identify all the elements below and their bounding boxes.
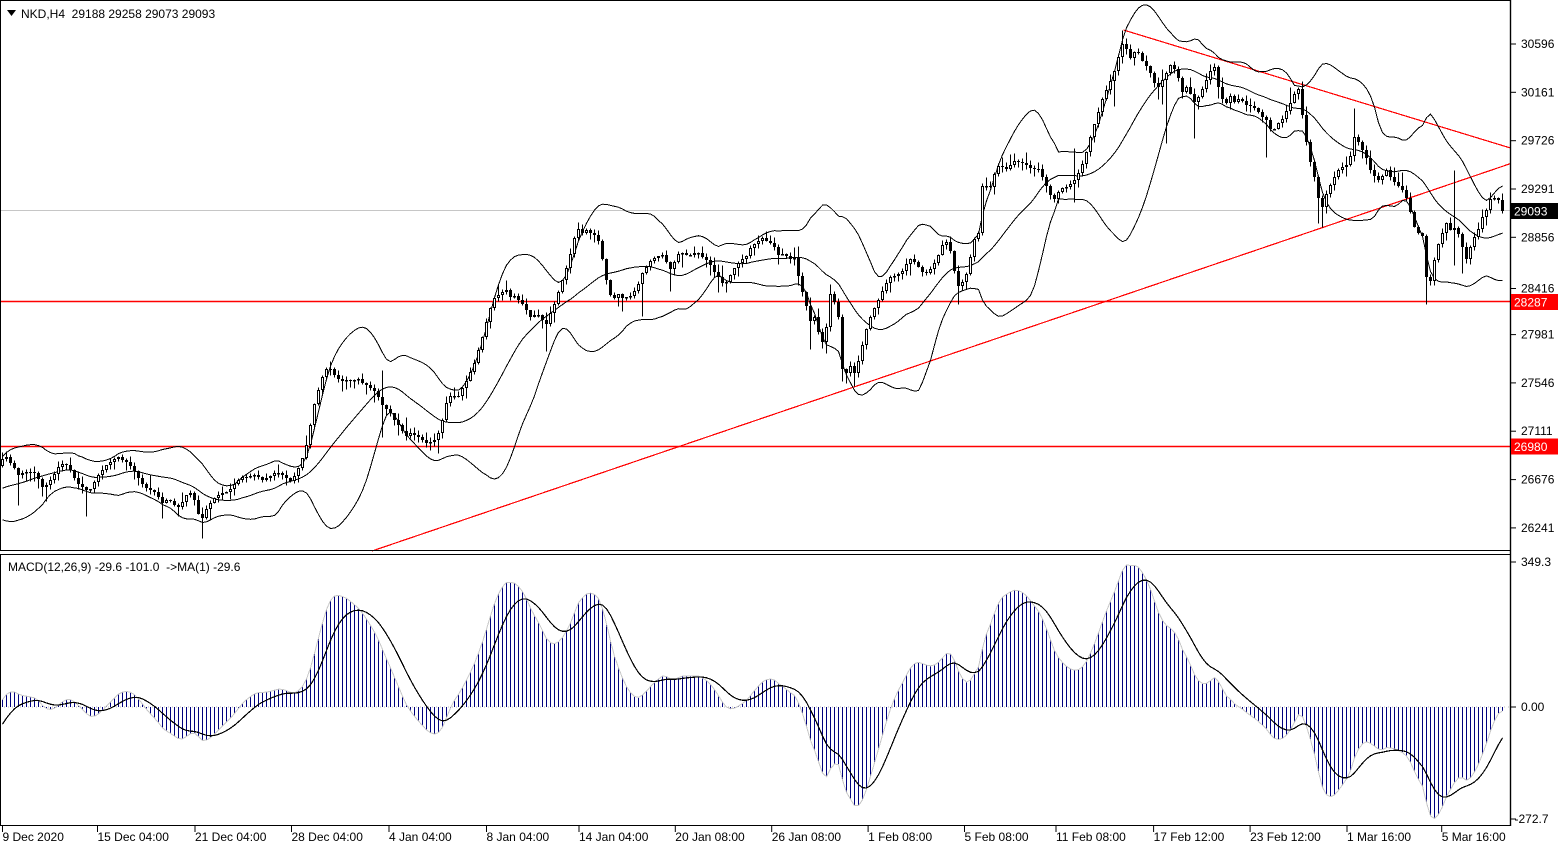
svg-text:4 Jan 04:00: 4 Jan 04:00 xyxy=(389,830,452,844)
svg-text:NKD,H4 29188 29258 29073 2909: NKD,H4 29188 29258 29073 29093 xyxy=(21,7,215,21)
svg-text:26980: 26980 xyxy=(1514,440,1548,454)
svg-text:8 Jan 04:00: 8 Jan 04:00 xyxy=(487,830,550,844)
svg-text:27981: 27981 xyxy=(1521,328,1555,342)
svg-text:21 Dec 04:00: 21 Dec 04:00 xyxy=(195,830,267,844)
svg-text:-272.7: -272.7 xyxy=(1515,812,1549,826)
svg-text:29291: 29291 xyxy=(1521,182,1555,196)
svg-text:26241: 26241 xyxy=(1521,521,1555,535)
svg-text:23 Feb 12:00: 23 Feb 12:00 xyxy=(1250,830,1321,844)
svg-text:28287: 28287 xyxy=(1514,296,1548,310)
svg-text:349.3: 349.3 xyxy=(1521,555,1551,569)
svg-text:5 Mar 16:00: 5 Mar 16:00 xyxy=(1442,830,1506,844)
svg-text:30161: 30161 xyxy=(1521,85,1555,99)
svg-text:14 Jan 04:00: 14 Jan 04:00 xyxy=(579,830,649,844)
svg-text:11 Feb 08:00: 11 Feb 08:00 xyxy=(1056,830,1126,844)
svg-text:30596: 30596 xyxy=(1521,37,1555,51)
svg-text:27111: 27111 xyxy=(1521,424,1553,438)
svg-text:27546: 27546 xyxy=(1521,376,1555,390)
svg-text:9 Dec 2020: 9 Dec 2020 xyxy=(3,830,65,844)
svg-text:29093: 29093 xyxy=(1514,205,1548,219)
svg-text:17 Feb 12:00: 17 Feb 12:00 xyxy=(1154,830,1225,844)
svg-text:28416: 28416 xyxy=(1521,282,1555,296)
svg-text:26 Jan 08:00: 26 Jan 08:00 xyxy=(772,830,842,844)
svg-text:MACD(12,26,9) -29.6 -101.0 ->: MACD(12,26,9) -29.6 -101.0 ->MA(1) -29.6 xyxy=(8,560,241,574)
svg-text:1 Feb 08:00: 1 Feb 08:00 xyxy=(868,830,932,844)
svg-text:28 Dec 04:00: 28 Dec 04:00 xyxy=(292,830,364,844)
svg-text:1 Mar 16:00: 1 Mar 16:00 xyxy=(1347,830,1411,844)
svg-text:0.00: 0.00 xyxy=(1521,700,1545,714)
svg-text:5 Feb 08:00: 5 Feb 08:00 xyxy=(965,830,1029,844)
svg-text:28856: 28856 xyxy=(1521,230,1555,244)
svg-text:26676: 26676 xyxy=(1521,473,1555,487)
svg-text:20 Jan 08:00: 20 Jan 08:00 xyxy=(675,830,745,844)
svg-text:29726: 29726 xyxy=(1521,134,1555,148)
svg-text:15 Dec 04:00: 15 Dec 04:00 xyxy=(98,830,170,844)
